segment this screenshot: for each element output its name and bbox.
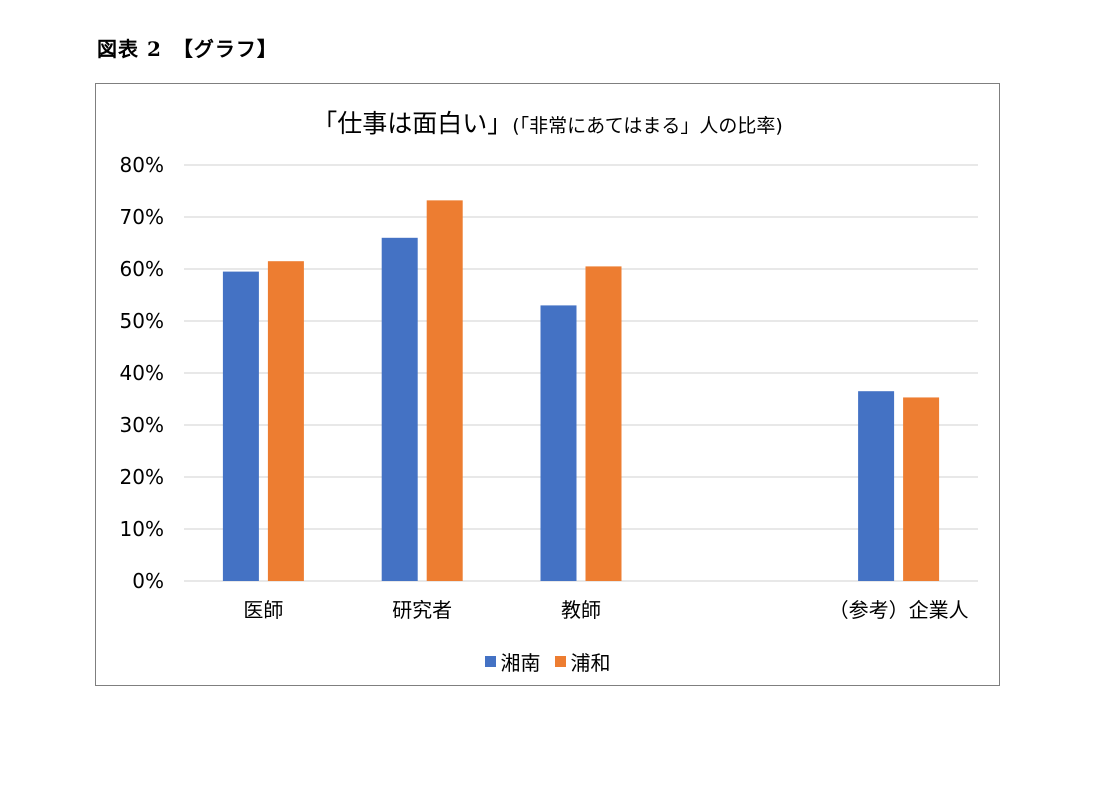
y-tick-label-3: 30% xyxy=(120,413,164,437)
y-tick-label-5: 50% xyxy=(120,309,164,333)
bar-湘南-1 xyxy=(381,237,418,582)
y-tick-label-2: 20% xyxy=(120,465,164,489)
chart-frame: 「仕事は面白い」(「非常にあてはまる」人の比率) 0% 10% 20% 30% 40% 5… xyxy=(95,83,1000,686)
bar-湘南-2 xyxy=(540,305,577,581)
x-tick-label-1: 研究者 xyxy=(392,598,452,622)
x-tick-label-0: 医師 xyxy=(243,598,283,622)
legend-item-0: 湘南 xyxy=(484,647,541,676)
legend-label-1: 浦和 xyxy=(570,651,611,675)
bar-浦和-0 xyxy=(267,261,304,581)
legend-swatch-0 xyxy=(484,656,496,667)
legend-label-0: 湘南 xyxy=(500,651,541,675)
legend-swatch-1 xyxy=(554,656,566,667)
chart-title: 「仕事は面白い」(「非常にあてはまる」人の比率) xyxy=(96,104,999,140)
figure-caption: 図表 2 【グラフ】 xyxy=(97,37,278,61)
legend-item-1: 浦和 xyxy=(554,647,611,676)
y-tick-label-0: 0% xyxy=(132,569,164,593)
y-tick-label-7: 70% xyxy=(120,205,164,229)
y-tick-label-4: 40% xyxy=(120,361,164,385)
chart-title-main: 「仕事は面白い」 xyxy=(312,109,513,138)
bar-浦和-1 xyxy=(426,200,463,582)
bar-湘南-4 xyxy=(858,391,895,581)
y-tick-label-1: 10% xyxy=(120,517,164,541)
bar-浦和-2 xyxy=(585,266,622,581)
chart-legend: 湘南 浦和 xyxy=(96,647,999,676)
y-tick-label-6: 60% xyxy=(120,257,164,281)
y-tick-label-8: 80% xyxy=(120,153,164,177)
chart-subtitle: (「非常にあてはまる」人の比率) xyxy=(512,115,783,137)
bar-浦和-4 xyxy=(903,397,940,581)
x-tick-label-4: （参考）企業人 xyxy=(829,598,969,622)
bar-湘南-0 xyxy=(222,271,259,581)
plot-area: 0% 10% 20% 30% 40% 50% 60% 70% 80% 医師 研究者 教師 （参考）企業人 xyxy=(120,153,978,622)
x-tick-label-2: 教師 xyxy=(561,598,601,622)
